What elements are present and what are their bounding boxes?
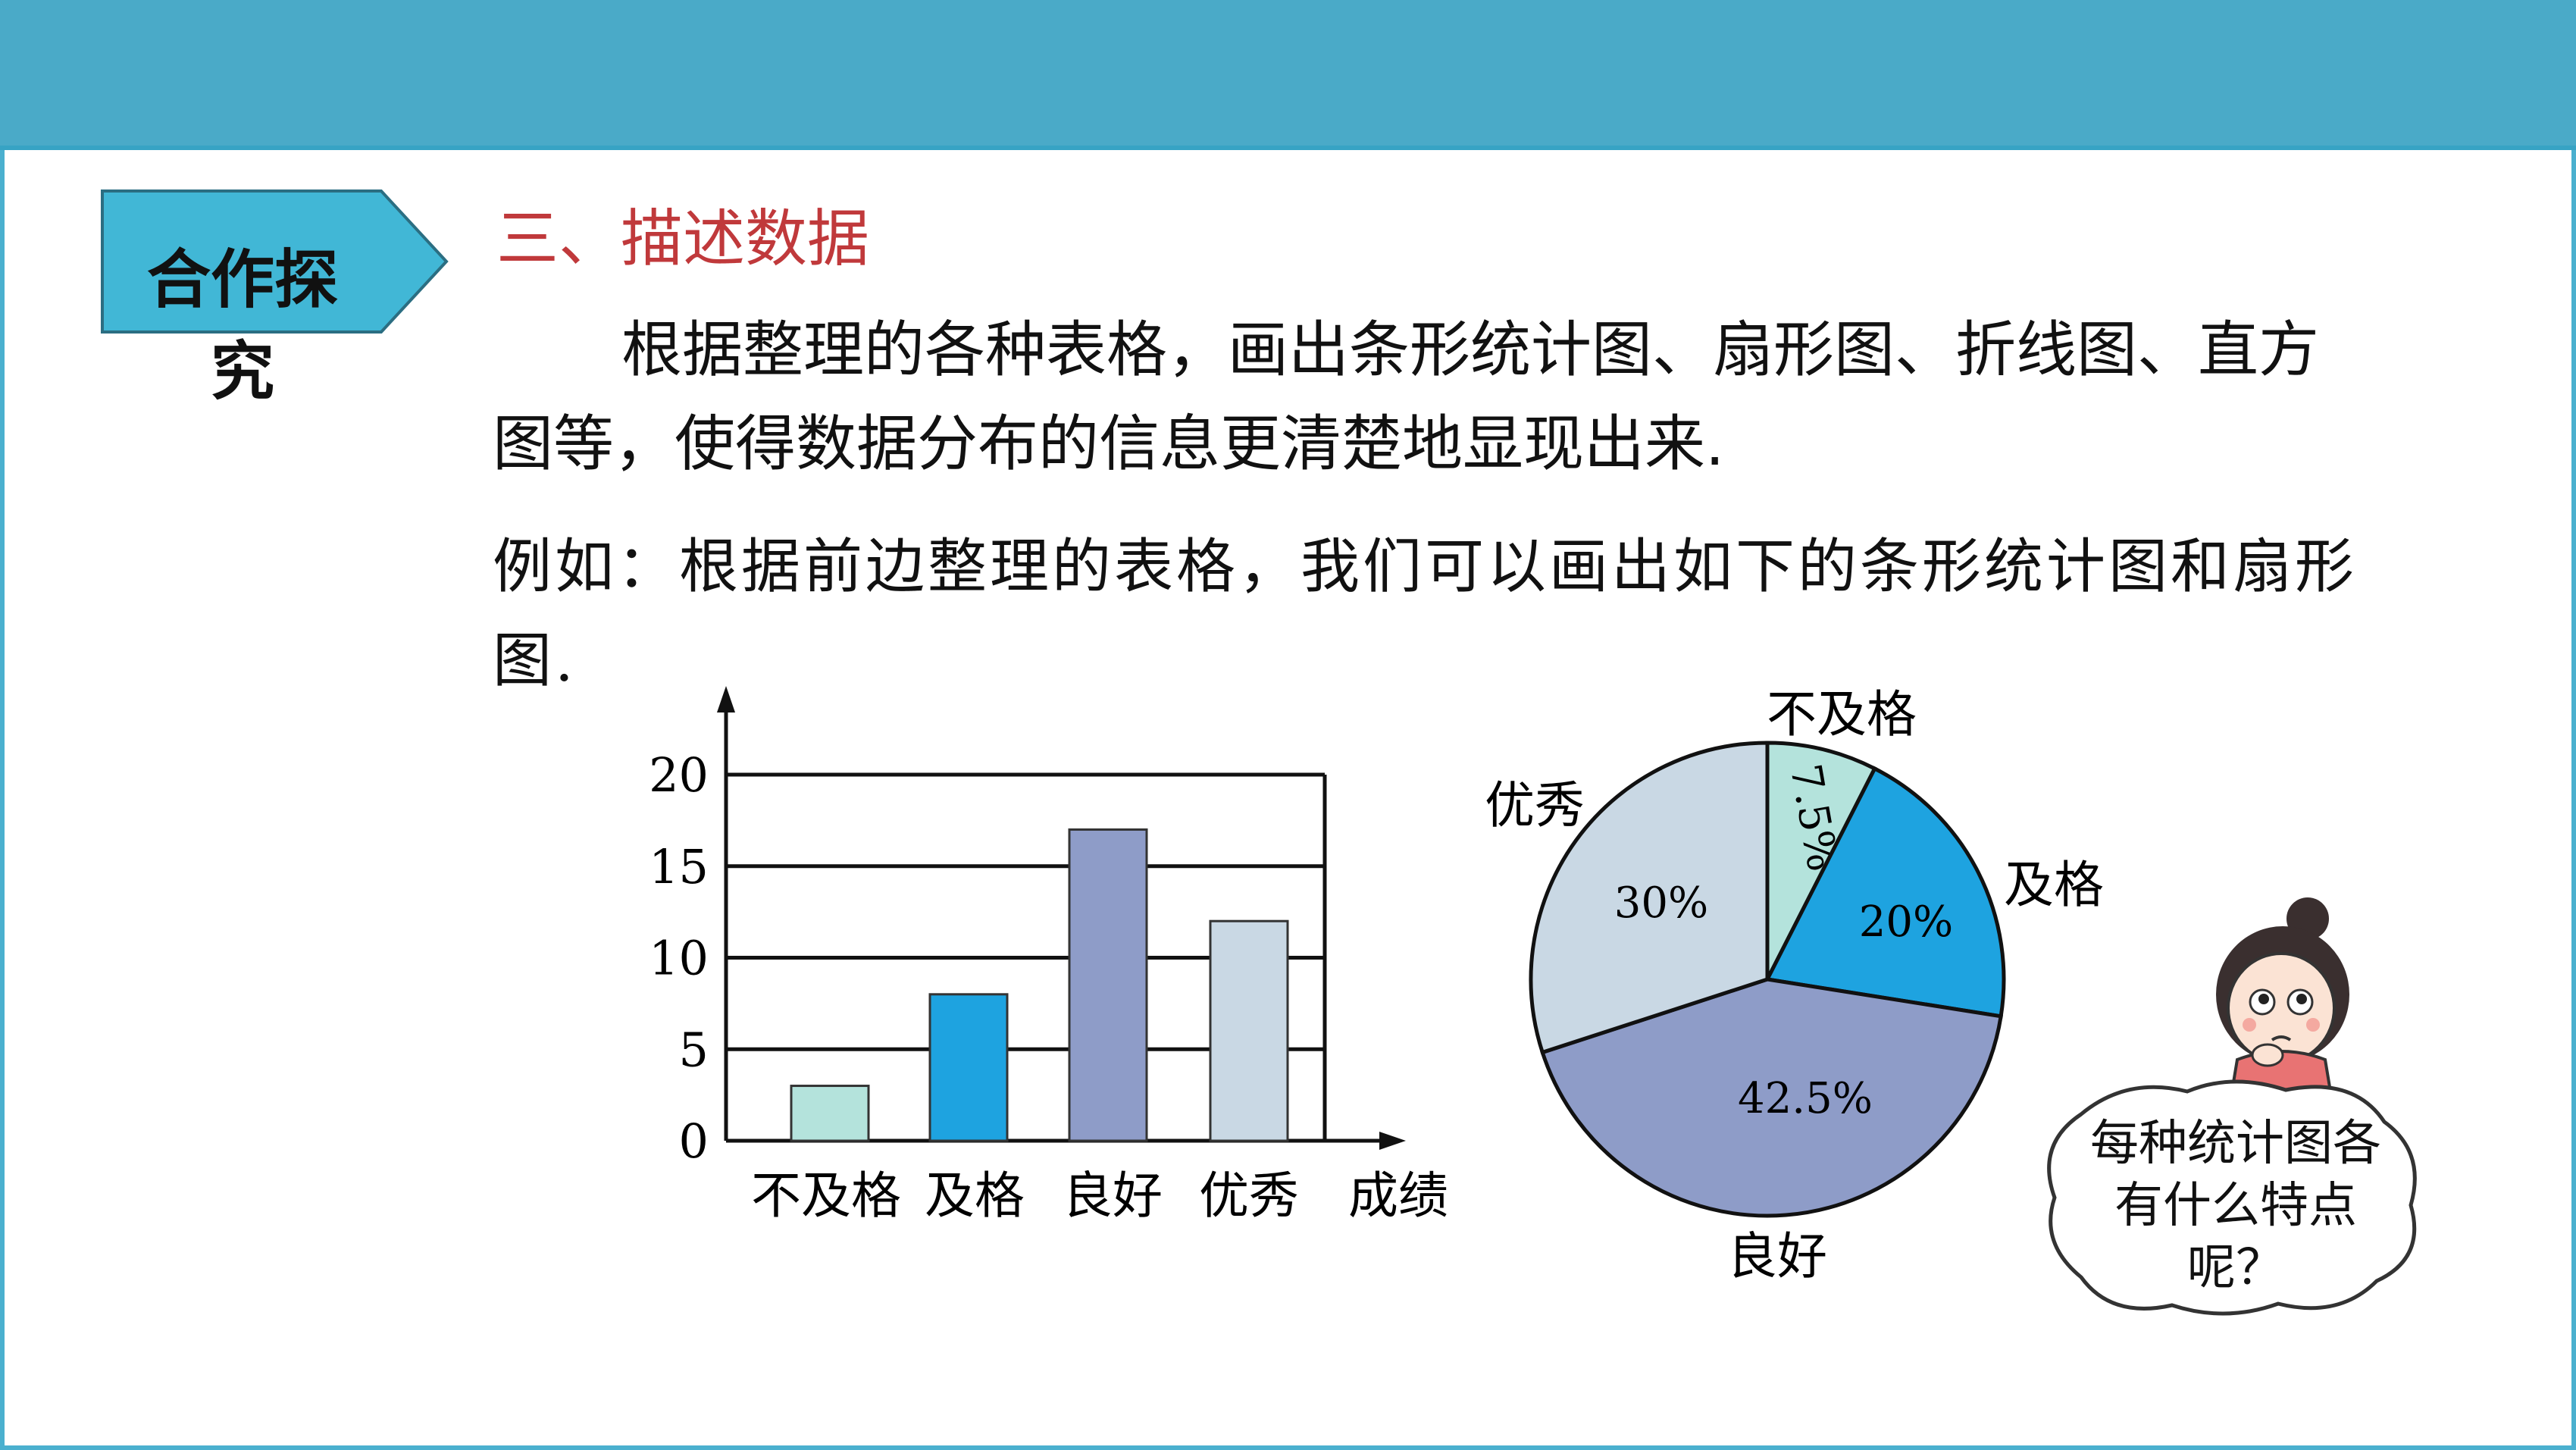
x-category-label: 不及格 <box>751 1167 901 1225</box>
bar <box>928 993 1009 1142</box>
bar-chart: 0 5 10 15 20 不及格 及格 良好 优秀 成绩 <box>649 686 1448 1225</box>
x-axis-title: 成绩 <box>1348 1167 1448 1225</box>
y-tick-label: 15 <box>649 839 709 894</box>
pie-value-label: 30% <box>1614 878 1708 928</box>
tag-label: 合作探究 <box>146 243 338 409</box>
pie-category-label: 优秀 <box>1485 776 1585 835</box>
pie-slice <box>1764 766 2006 1019</box>
top-banner <box>0 0 2576 150</box>
bar <box>1068 828 1148 1142</box>
y-tick-label: 0 <box>679 1113 709 1169</box>
speech-bubble-text: 每种统计图各有什么特点呢？ <box>2090 1116 2381 1296</box>
pie-value-label: 42.5% <box>1738 1074 1873 1123</box>
pie-category-label: 不及格 <box>1767 685 1917 744</box>
tag-arrow-shape <box>101 189 449 334</box>
section-title: 三、描述数据 <box>496 203 870 275</box>
pie-slice <box>1765 741 1878 981</box>
pie-slice <box>1529 741 1770 1055</box>
y-tick-label: 10 <box>649 931 709 986</box>
paragraph-intro: 根据整理的各种表格，画出条形统计图、扇形图、折线图、直方图等，使得数据分布的信息… <box>493 315 2319 479</box>
x-category-label: 良好 <box>1063 1167 1163 1225</box>
paragraph-example: 例如：根据前边整理的表格，我们可以画出如下的条形统计图和扇形图. <box>493 533 2358 695</box>
pie-value-label: 20% <box>1859 897 1953 947</box>
y-axis-arrow <box>717 686 735 712</box>
section-tag: 合作探究 <box>101 189 449 409</box>
pie-category-label: 及格 <box>2004 856 2104 914</box>
bar <box>1209 919 1289 1142</box>
x-category-label: 优秀 <box>1199 1167 1299 1225</box>
pie-category-label: 良好 <box>1727 1227 1827 1286</box>
x-category-label: 及格 <box>925 1167 1025 1225</box>
bar <box>790 1085 870 1142</box>
y-tick-label: 5 <box>679 1022 709 1077</box>
x-axis-arrow <box>1379 1132 1406 1150</box>
y-tick-label: 20 <box>649 747 709 803</box>
pie-slice <box>1540 977 2004 1218</box>
cartoon-girl-illustration <box>2216 897 2349 1107</box>
speech-bubble <box>2036 1069 2430 1326</box>
speech-bubble-shape <box>2047 1079 2417 1316</box>
